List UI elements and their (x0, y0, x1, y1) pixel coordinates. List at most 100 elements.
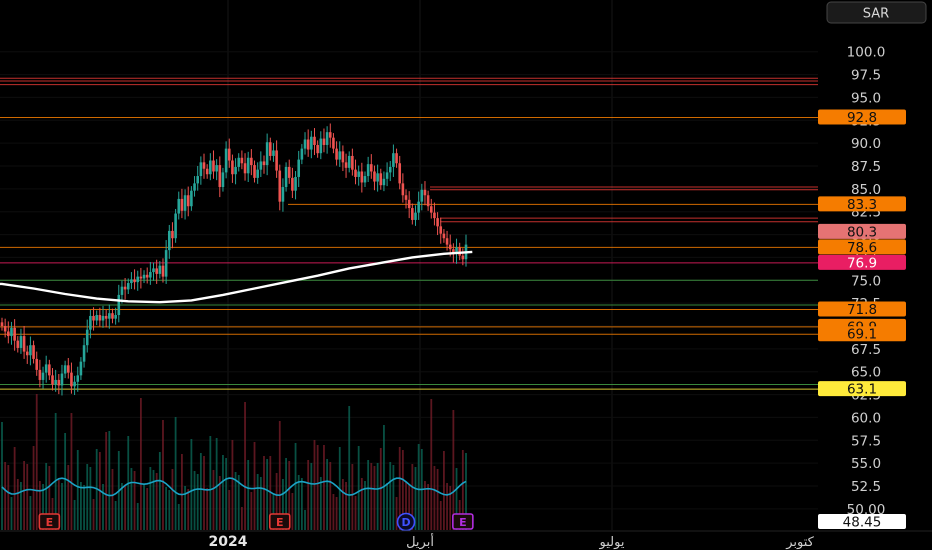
candle[interactable] (287, 159, 291, 184)
event-marker[interactable]: E (452, 513, 474, 530)
candle[interactable] (145, 267, 149, 284)
candle[interactable] (54, 369, 57, 392)
candle[interactable] (44, 355, 48, 383)
candle[interactable] (66, 358, 70, 379)
candle[interactable] (237, 153, 241, 172)
candle[interactable] (417, 191, 420, 220)
candle[interactable] (70, 362, 73, 394)
candle[interactable] (186, 186, 190, 217)
candle[interactable] (401, 173, 405, 203)
candle[interactable] (7, 321, 10, 344)
candle[interactable] (426, 190, 430, 211)
candle[interactable] (114, 307, 117, 325)
candle[interactable] (193, 176, 196, 197)
candle[interactable] (385, 162, 389, 187)
event-marker[interactable]: E (38, 513, 61, 530)
candle[interactable] (98, 307, 102, 327)
candle[interactable] (253, 160, 256, 183)
candle[interactable] (268, 137, 272, 161)
candle[interactable] (82, 337, 86, 368)
candle[interactable] (366, 156, 370, 182)
candle[interactable] (117, 284, 121, 323)
candle[interactable] (60, 364, 64, 396)
candle[interactable] (395, 148, 398, 168)
candle[interactable] (360, 162, 364, 193)
candle[interactable] (136, 270, 140, 291)
candle[interactable] (164, 240, 168, 284)
candle[interactable] (313, 128, 316, 156)
candle[interactable] (382, 171, 386, 192)
candle[interactable] (126, 278, 130, 294)
candle[interactable] (297, 150, 301, 188)
candle[interactable] (294, 171, 297, 200)
candle[interactable] (319, 131, 323, 160)
candle[interactable] (306, 129, 310, 157)
candle[interactable] (464, 234, 468, 267)
candle[interactable] (221, 167, 225, 192)
candle[interactable] (48, 359, 51, 380)
candle[interactable] (89, 310, 92, 339)
candle[interactable] (41, 366, 45, 389)
candle[interactable] (63, 360, 67, 379)
candle[interactable] (142, 270, 146, 284)
candle[interactable] (328, 123, 332, 148)
candle[interactable] (347, 151, 351, 173)
candle[interactable] (357, 165, 360, 186)
candle[interactable] (234, 158, 237, 185)
candle[interactable] (73, 375, 76, 396)
candle[interactable] (51, 368, 54, 391)
candle[interactable] (180, 188, 184, 219)
currency-badge[interactable]: SAR (826, 1, 927, 24)
candle[interactable] (171, 222, 174, 249)
candle[interactable] (174, 208, 177, 243)
candle[interactable] (407, 191, 411, 219)
candle[interactable] (22, 326, 26, 359)
candle[interactable] (259, 151, 263, 177)
candle[interactable] (325, 126, 329, 154)
candle[interactable] (92, 307, 95, 331)
candle[interactable] (218, 156, 222, 198)
candle[interactable] (335, 141, 338, 166)
candle[interactable] (3, 318, 7, 338)
event-marker[interactable]: E (268, 513, 291, 530)
candle[interactable] (227, 138, 231, 168)
candle[interactable] (123, 278, 127, 300)
candle[interactable] (29, 336, 32, 366)
candle[interactable] (278, 164, 282, 211)
candle[interactable] (291, 167, 294, 198)
candle[interactable] (101, 305, 105, 328)
candle[interactable] (190, 186, 193, 211)
candle[interactable] (38, 359, 42, 388)
candle[interactable] (246, 151, 250, 182)
candle[interactable] (455, 238, 458, 264)
candle[interactable] (10, 321, 13, 345)
candle[interactable] (373, 165, 376, 191)
candle[interactable] (341, 145, 345, 172)
candle[interactable] (265, 133, 269, 176)
candle[interactable] (161, 258, 165, 283)
candle[interactable] (354, 159, 357, 185)
candle[interactable] (152, 262, 155, 281)
candle[interactable] (57, 374, 61, 395)
candle[interactable] (199, 156, 203, 185)
candle[interactable] (158, 261, 162, 279)
candle[interactable] (411, 203, 414, 225)
candle[interactable] (240, 150, 244, 170)
candle[interactable] (445, 230, 449, 251)
candle[interactable] (224, 141, 228, 179)
candle[interactable] (433, 202, 436, 226)
candle[interactable] (376, 164, 379, 192)
candle[interactable] (458, 242, 461, 261)
candle[interactable] (0, 317, 4, 331)
candle[interactable] (133, 269, 136, 290)
candle[interactable] (79, 357, 83, 380)
candle[interactable] (104, 310, 108, 328)
candle[interactable] (423, 181, 427, 206)
candle[interactable] (379, 168, 383, 190)
candle[interactable] (322, 128, 326, 153)
candle[interactable] (149, 262, 152, 285)
candle[interactable] (167, 224, 171, 259)
event-marker[interactable]: D (396, 512, 416, 532)
candle[interactable] (111, 308, 114, 324)
candle[interactable] (231, 154, 234, 183)
